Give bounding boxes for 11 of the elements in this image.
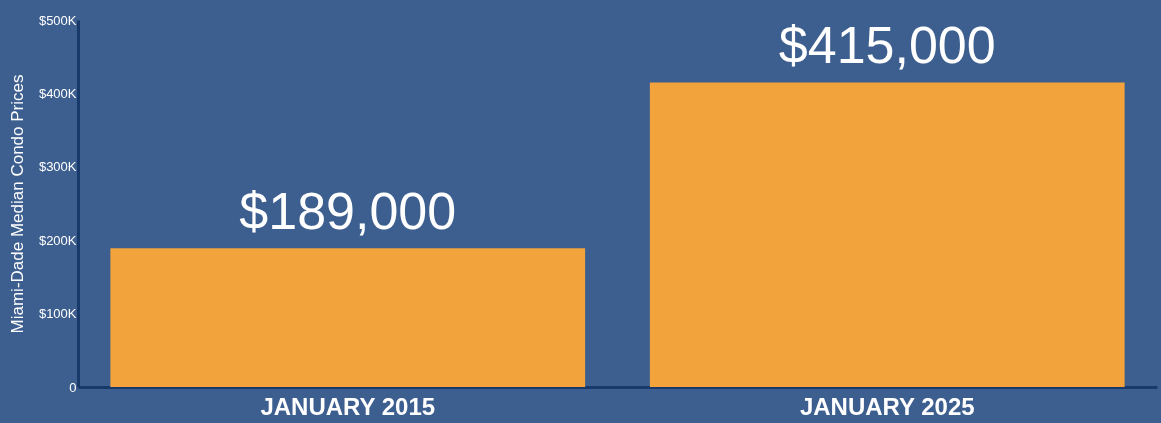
y-tick-label: 0 [69,379,77,395]
y-axis-title: Miami-Dade Median Condo Prices [7,74,27,334]
data-label: $189,000 [239,182,457,241]
y-tick-label: $200K [38,232,77,248]
y-tick-label: $300K [38,159,77,175]
x-tick-label: JANUARY 2025 [799,392,975,420]
y-tick-label: $400K [38,85,77,101]
data-label: $415,000 [778,16,996,75]
y-tick-label: $500K [38,12,77,28]
x-tick-label: JANUARY 2015 [260,392,436,420]
y-tick-label: $100K [38,306,77,322]
